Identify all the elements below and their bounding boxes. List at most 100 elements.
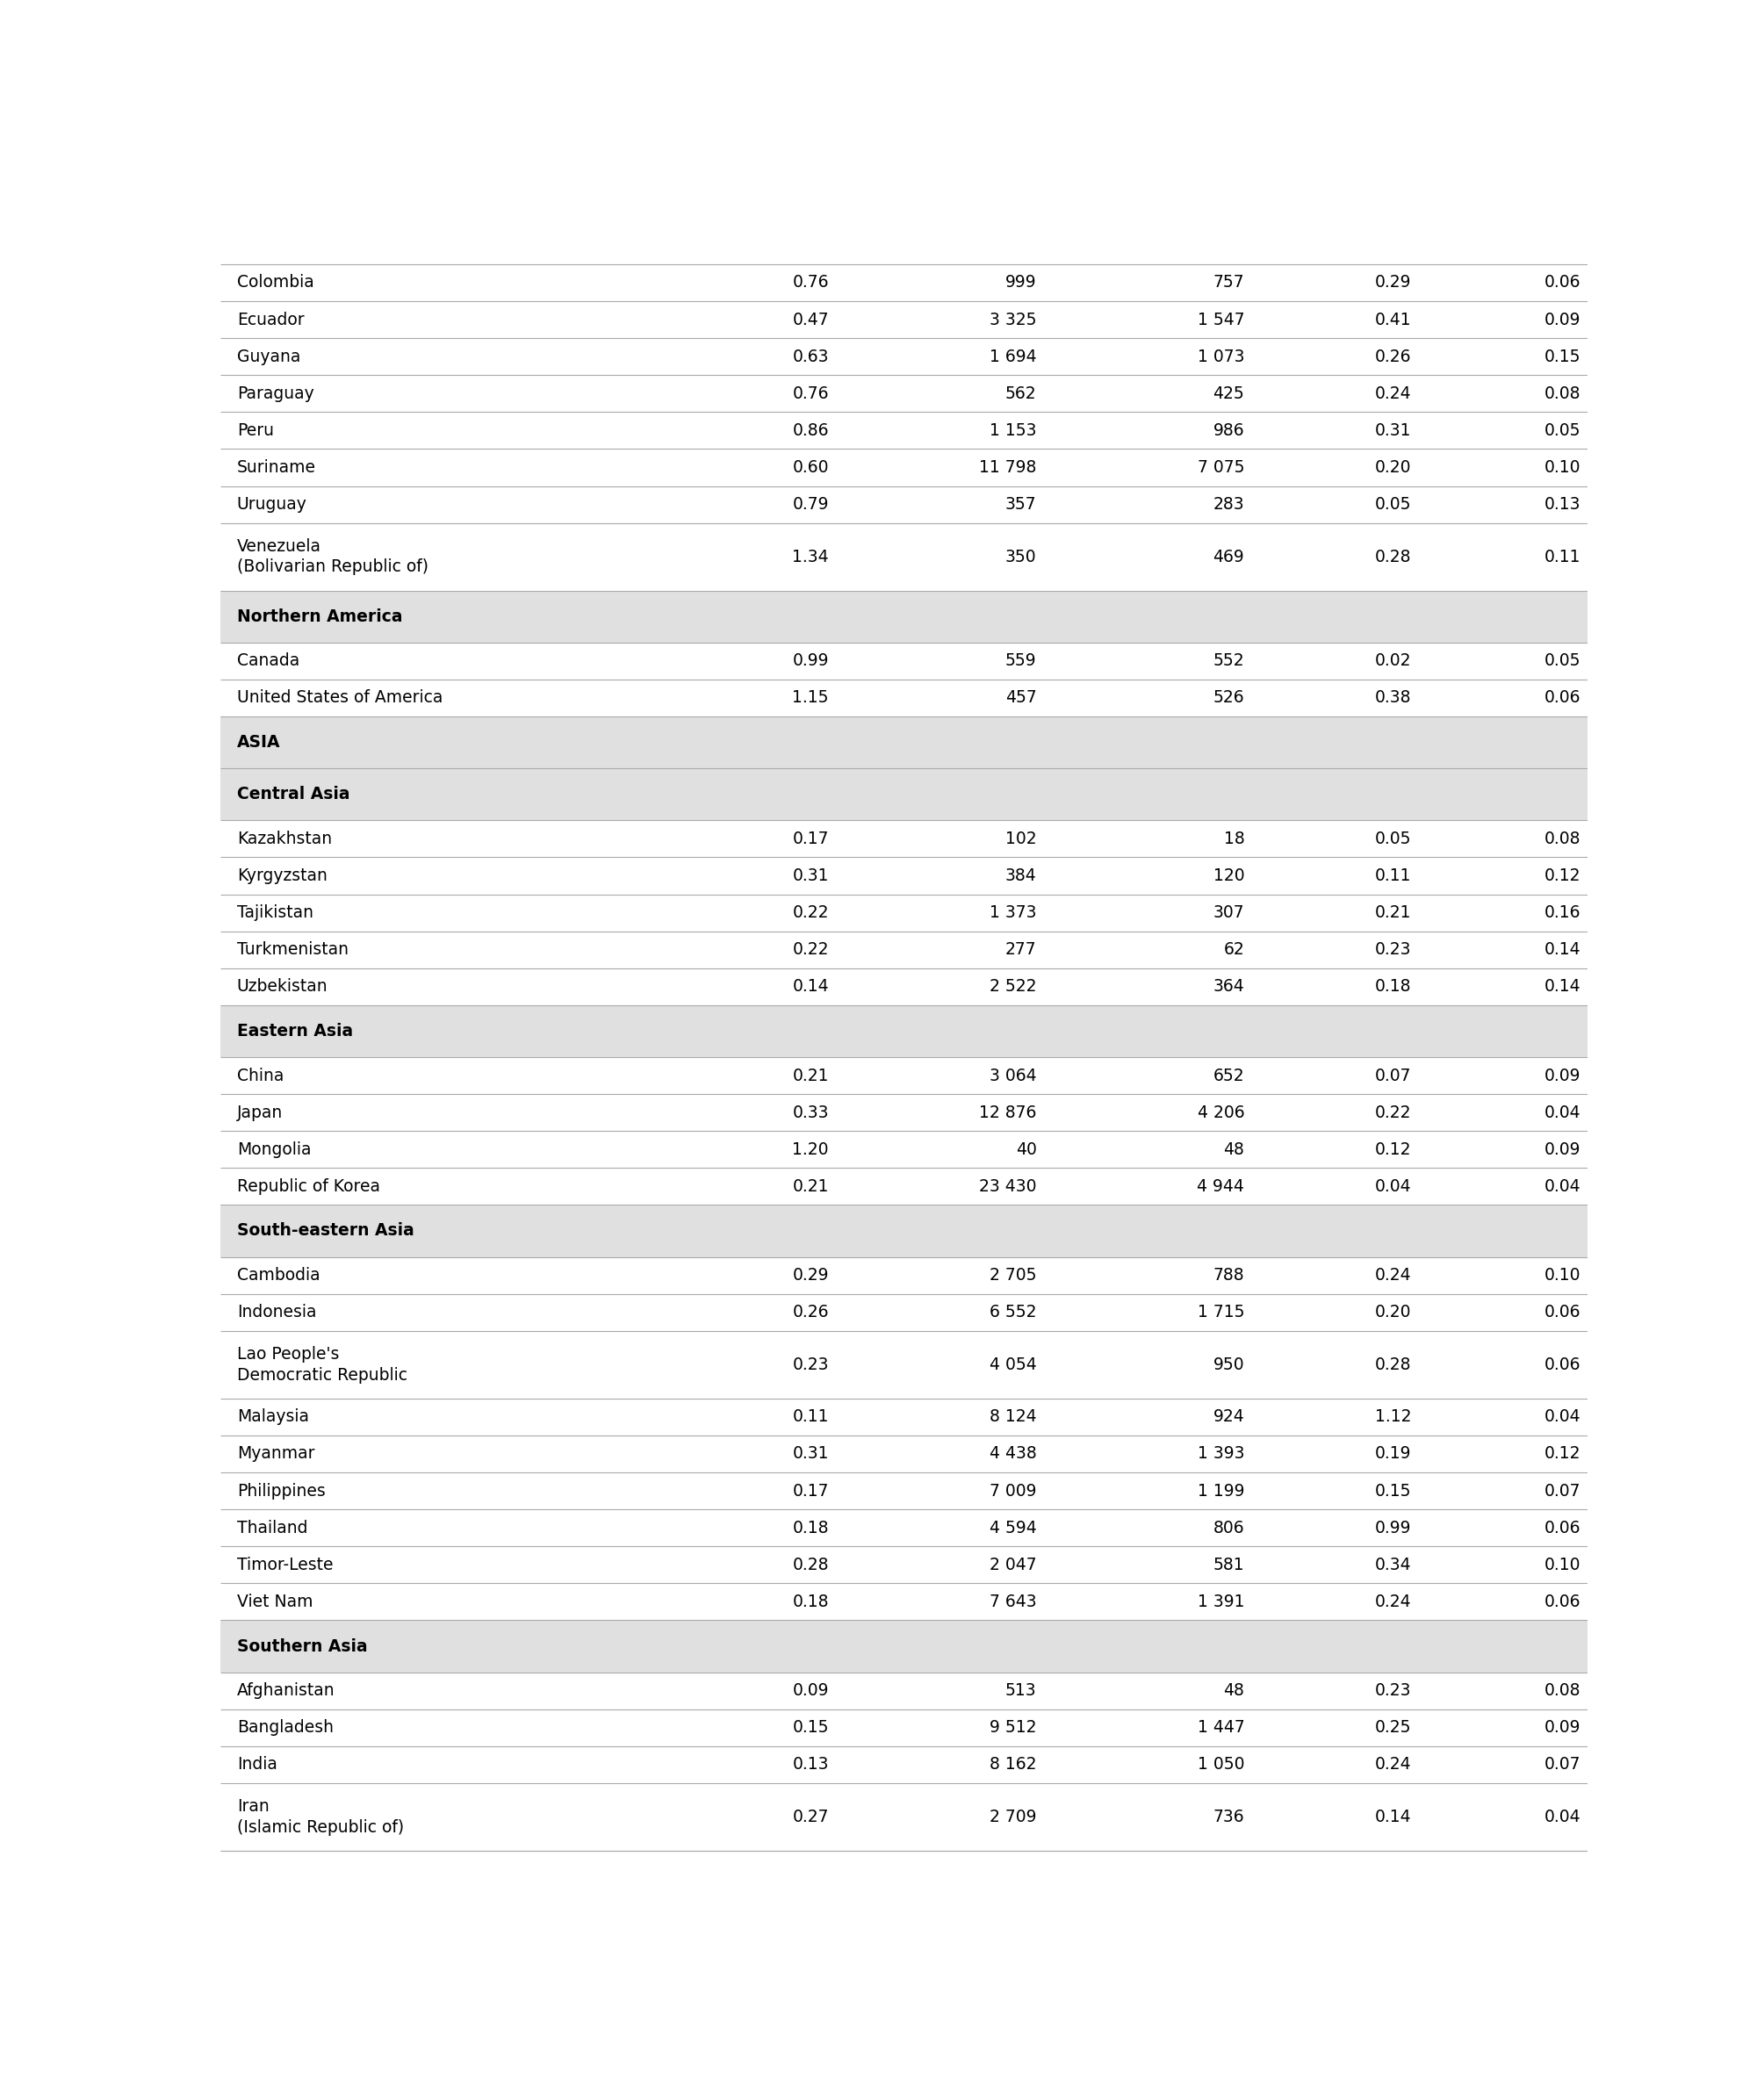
Text: 3 325: 3 325 — [990, 312, 1037, 329]
Text: 1 199: 1 199 — [1198, 1483, 1244, 1499]
Text: 283: 283 — [1214, 496, 1244, 513]
Text: 425: 425 — [1214, 385, 1244, 402]
Text: 0.31: 0.31 — [1374, 423, 1411, 440]
Text: 0.23: 0.23 — [1374, 942, 1411, 959]
Text: 0.16: 0.16 — [1544, 905, 1581, 921]
Text: 0.25: 0.25 — [1374, 1719, 1411, 1736]
Text: 1 715: 1 715 — [1198, 1305, 1244, 1321]
Bar — [220, 302, 1588, 337]
Text: 8 124: 8 124 — [990, 1409, 1037, 1426]
Text: 2 522: 2 522 — [990, 978, 1037, 995]
Bar — [220, 264, 1588, 302]
Text: 0.07: 0.07 — [1544, 1483, 1581, 1499]
Text: Venezuela
(Bolivarian Republic of): Venezuela (Bolivarian Republic of) — [236, 538, 429, 576]
Bar — [220, 1784, 1588, 1851]
Text: 0.19: 0.19 — [1374, 1445, 1411, 1462]
Text: United States of America: United States of America — [236, 689, 443, 706]
Text: Turkmenistan: Turkmenistan — [236, 942, 349, 959]
Text: 0.23: 0.23 — [792, 1357, 829, 1374]
Text: 0.33: 0.33 — [792, 1104, 829, 1120]
Text: 2 705: 2 705 — [990, 1267, 1037, 1284]
Text: 7 643: 7 643 — [990, 1594, 1037, 1610]
Text: 0.41: 0.41 — [1374, 312, 1411, 329]
Text: 0.31: 0.31 — [792, 1445, 829, 1462]
Text: 357: 357 — [1005, 496, 1037, 513]
Text: 2 709: 2 709 — [990, 1809, 1037, 1826]
Text: Uruguay: Uruguay — [236, 496, 307, 513]
Text: 0.31: 0.31 — [792, 867, 829, 884]
Text: Bangladesh: Bangladesh — [236, 1719, 333, 1736]
Text: 6 552: 6 552 — [990, 1305, 1037, 1321]
Text: Ecuador: Ecuador — [236, 312, 303, 329]
Text: 0.09: 0.09 — [1544, 1719, 1581, 1736]
Text: Paraguay: Paraguay — [236, 385, 314, 402]
Text: 48: 48 — [1224, 1681, 1244, 1698]
Text: 0.34: 0.34 — [1374, 1556, 1411, 1573]
Text: Viet Nam: Viet Nam — [236, 1594, 312, 1610]
Text: 277: 277 — [1005, 942, 1037, 959]
Bar — [220, 1093, 1588, 1131]
Bar — [220, 1583, 1588, 1621]
Text: 0.17: 0.17 — [792, 831, 829, 848]
Text: 0.10: 0.10 — [1544, 459, 1581, 475]
Text: South-eastern Asia: South-eastern Asia — [236, 1223, 415, 1240]
Text: 999: 999 — [1005, 274, 1037, 291]
Text: 0.24: 0.24 — [1374, 1594, 1411, 1610]
Text: 0.05: 0.05 — [1374, 831, 1411, 848]
Text: Suriname: Suriname — [236, 459, 316, 475]
Text: 652: 652 — [1214, 1068, 1244, 1085]
Text: 0.60: 0.60 — [792, 459, 829, 475]
Bar — [220, 1057, 1588, 1093]
Text: Republic of Korea: Republic of Korea — [236, 1179, 379, 1196]
Text: 40: 40 — [1016, 1141, 1037, 1158]
Text: 4 944: 4 944 — [1198, 1179, 1244, 1196]
Text: 0.79: 0.79 — [792, 496, 829, 513]
Bar — [220, 1709, 1588, 1746]
Text: ASIA: ASIA — [236, 735, 280, 752]
Text: 0.26: 0.26 — [1374, 348, 1411, 364]
Bar — [220, 337, 1588, 375]
Text: 0.99: 0.99 — [1374, 1520, 1411, 1537]
Bar — [220, 1472, 1588, 1510]
Text: 0.28: 0.28 — [1374, 1357, 1411, 1374]
Text: 1.34: 1.34 — [792, 549, 829, 565]
Text: Eastern Asia: Eastern Asia — [236, 1022, 353, 1039]
Bar — [220, 643, 1588, 681]
Bar — [220, 448, 1588, 486]
Text: 0.47: 0.47 — [792, 312, 829, 329]
Bar — [220, 894, 1588, 932]
Text: 0.12: 0.12 — [1544, 867, 1581, 884]
Text: 0.15: 0.15 — [792, 1719, 829, 1736]
Text: 0.76: 0.76 — [792, 274, 829, 291]
Text: 0.07: 0.07 — [1544, 1757, 1581, 1774]
Bar — [220, 1131, 1588, 1168]
Text: 9 512: 9 512 — [990, 1719, 1037, 1736]
Text: 924: 924 — [1214, 1409, 1244, 1426]
Bar — [220, 524, 1588, 591]
Bar — [220, 1332, 1588, 1399]
Bar — [220, 932, 1588, 967]
Bar — [220, 1204, 1588, 1256]
Text: 0.76: 0.76 — [792, 385, 829, 402]
Text: 0.18: 0.18 — [792, 1594, 829, 1610]
Text: Mongolia: Mongolia — [236, 1141, 310, 1158]
Bar — [220, 681, 1588, 716]
Text: 0.04: 0.04 — [1544, 1809, 1581, 1826]
Text: 1.15: 1.15 — [792, 689, 829, 706]
Text: 307: 307 — [1214, 905, 1244, 921]
Text: 48: 48 — [1224, 1141, 1244, 1158]
Text: 0.10: 0.10 — [1544, 1556, 1581, 1573]
Text: 0.12: 0.12 — [1544, 1445, 1581, 1462]
Text: 1 447: 1 447 — [1198, 1719, 1244, 1736]
Bar — [220, 413, 1588, 448]
Text: 0.18: 0.18 — [792, 1520, 829, 1537]
Bar — [220, 821, 1588, 856]
Text: 0.08: 0.08 — [1544, 1681, 1581, 1698]
Text: 0.21: 0.21 — [792, 1068, 829, 1085]
Text: 1 373: 1 373 — [990, 905, 1037, 921]
Bar — [220, 1256, 1588, 1294]
Text: 1 694: 1 694 — [990, 348, 1037, 364]
Text: 4 206: 4 206 — [1198, 1104, 1244, 1120]
Bar — [220, 1746, 1588, 1784]
Text: 1 153: 1 153 — [990, 423, 1037, 440]
